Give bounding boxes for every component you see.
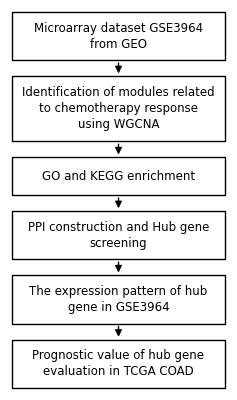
Text: Microarray dataset GSE3964
from GEO: Microarray dataset GSE3964 from GEO — [34, 22, 203, 51]
Text: GO and KEGG enrichment: GO and KEGG enrichment — [42, 170, 195, 183]
Text: Identification of modules related
to chemotherapy response
using WGCNA: Identification of modules related to che… — [22, 86, 215, 131]
Text: Prognostic value of hub gene
evaluation in TCGA COAD: Prognostic value of hub gene evaluation … — [32, 349, 205, 378]
FancyBboxPatch shape — [12, 211, 225, 260]
FancyBboxPatch shape — [12, 340, 225, 388]
FancyBboxPatch shape — [12, 76, 225, 141]
Text: PPI construction and Hub gene
screening: PPI construction and Hub gene screening — [28, 221, 209, 250]
FancyBboxPatch shape — [12, 157, 225, 195]
FancyBboxPatch shape — [12, 12, 225, 60]
FancyBboxPatch shape — [12, 276, 225, 324]
Text: The expression pattern of hub
gene in GSE3964: The expression pattern of hub gene in GS… — [29, 285, 208, 314]
